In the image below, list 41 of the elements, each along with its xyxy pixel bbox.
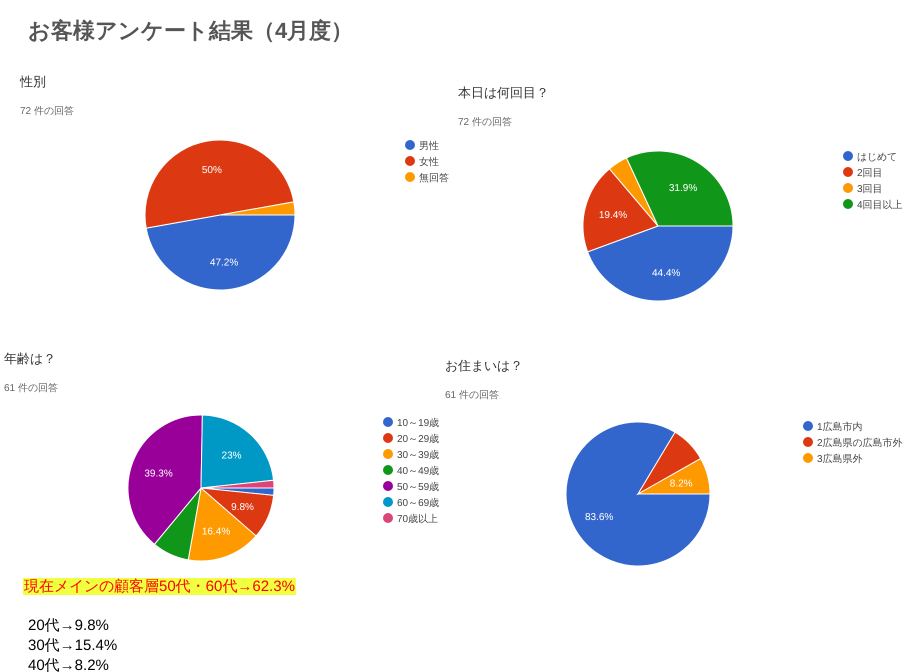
legend-label: 20～29歳	[397, 433, 440, 445]
text: 20代→9.8%	[28, 617, 109, 634]
data-label: 47.2%	[210, 257, 238, 268]
text: 40代→8.2%	[28, 657, 109, 672]
legend-label: 4回目以上	[857, 199, 903, 211]
data-label: 9.8%	[231, 502, 254, 513]
legend-label: 70歳以上	[397, 513, 438, 525]
chart-title: 年齢は？	[4, 351, 56, 366]
legend-label: はじめて	[857, 152, 897, 163]
legend-label: 40～49歳	[397, 465, 440, 477]
text: 72 件の回答	[458, 116, 512, 128]
data-label: 23%	[222, 450, 242, 462]
legend-label: 10～19歳	[397, 417, 440, 429]
legend-label: 3広島県外	[817, 453, 863, 465]
text: 30代→15.4%	[28, 637, 118, 654]
data-label: 50%	[202, 165, 222, 176]
text: お客様アンケート結果（4月度）	[28, 18, 354, 43]
data-label: 31.9%	[668, 182, 698, 194]
legend-label: 1広島市内	[817, 421, 863, 433]
legend-label: 50～59歳	[397, 481, 440, 493]
text: 現在メインの顧客層50代・60代→62.3%	[24, 578, 295, 595]
data-label: 19.4%	[598, 210, 628, 222]
legend-label: 3回目	[857, 184, 883, 195]
legend-label: 30～39歳	[397, 449, 440, 461]
legend-label: 60～69歳	[397, 497, 440, 509]
data-label: 39.3%	[144, 468, 173, 480]
text: 性別	[19, 74, 46, 89]
legend-label: 男性	[419, 140, 439, 152]
chart-title: 本日は何回目？	[458, 85, 549, 100]
data-label: 8.2%	[670, 478, 693, 490]
legend-label: 無回答	[419, 172, 449, 184]
text: 61 件の回答	[445, 389, 499, 401]
chart-title: お住まいは？	[445, 358, 523, 373]
legend-label: 2回目	[857, 168, 883, 179]
legend-label: 2広島県の広島市外	[817, 437, 903, 449]
data-label: 44.4%	[652, 268, 680, 279]
text: 72 件の回答	[20, 105, 74, 117]
data-label: 83.6%	[584, 512, 614, 523]
data-label: 16.4%	[202, 526, 230, 538]
text: 61 件の回答	[4, 382, 58, 394]
legend-label: 女性	[419, 156, 439, 168]
